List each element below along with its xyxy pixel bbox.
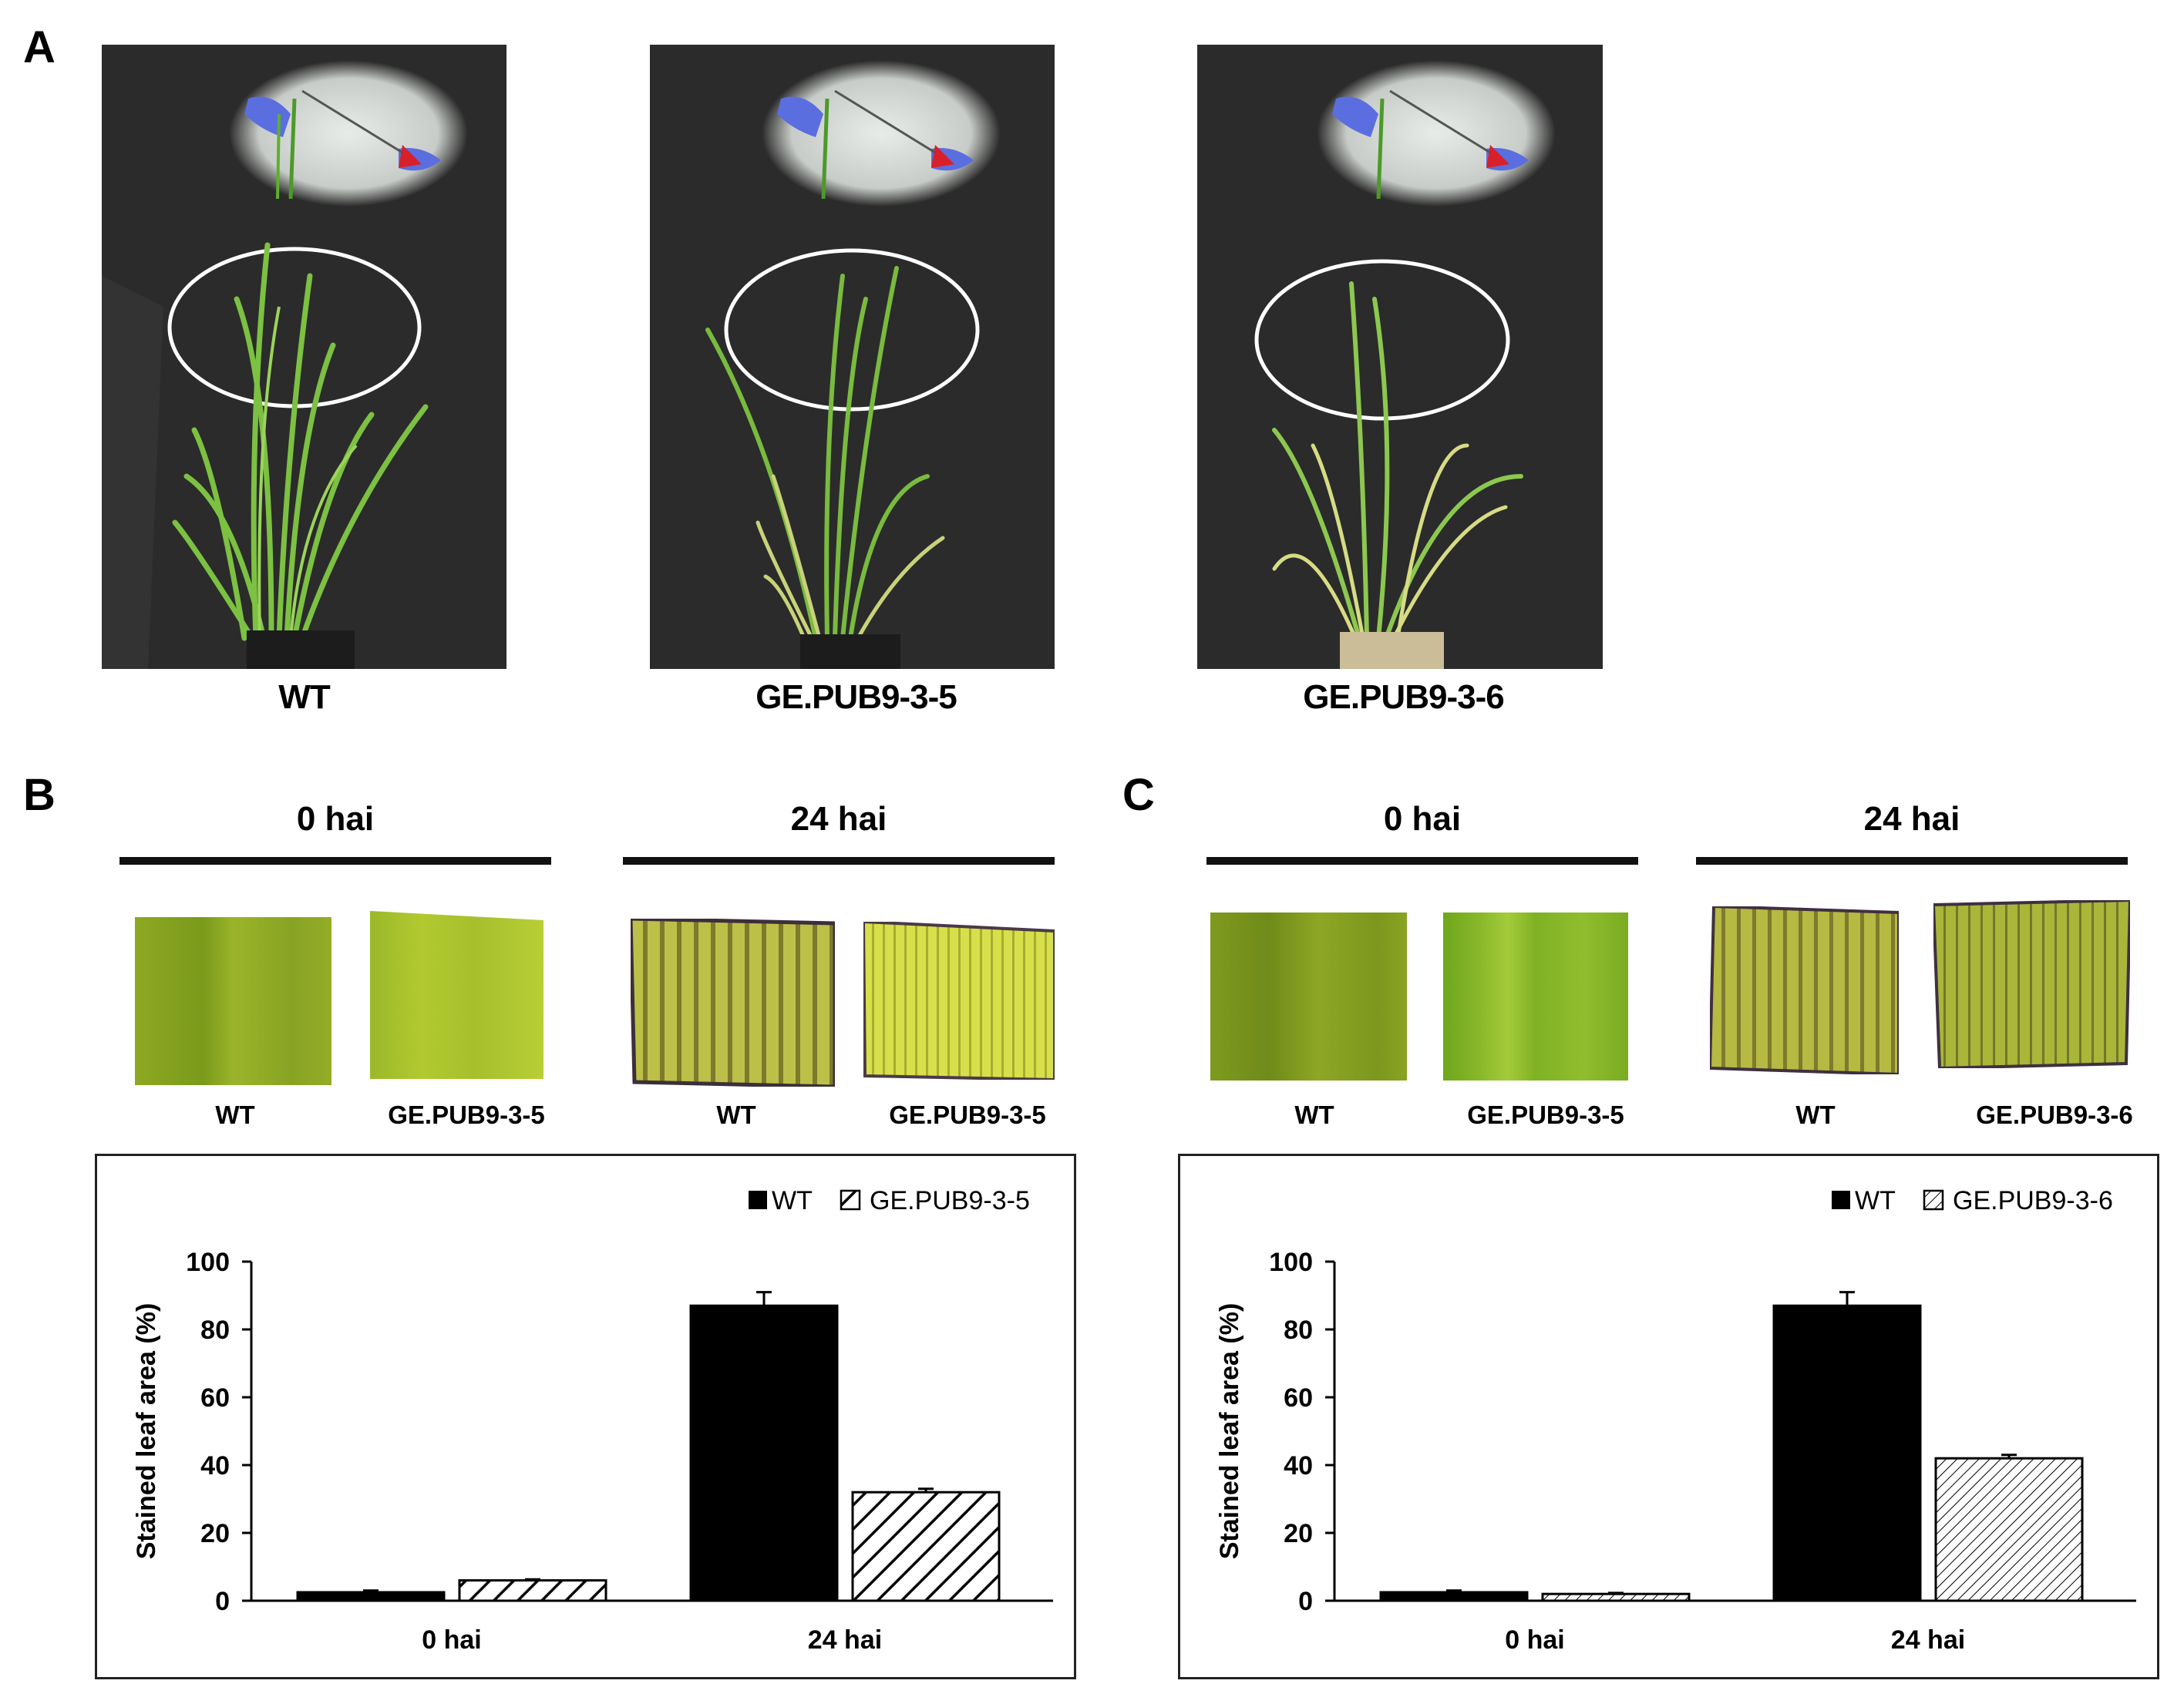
leaf-image-b-ge-0hai [370, 911, 543, 1079]
leaf-label-b-wt-0hai: WT [215, 1101, 255, 1129]
bar-GE.PUB9-3-5-0 hai [458, 1579, 607, 1602]
y-tick-label: 0 [1298, 1587, 1313, 1616]
y-tick-label: 0 [215, 1587, 230, 1616]
y-tick-label: 100 [1269, 1248, 1313, 1277]
y-axis-title: Stained leaf area (%) [1215, 1303, 1244, 1560]
leaf-label-b-wt-24hai: WT [716, 1101, 756, 1129]
legend-swatch-GE.PUB9-3-5 [840, 1189, 861, 1211]
plant-photo-wt [102, 45, 506, 669]
bar-GE.PUB9-3-5-24 hai [851, 1491, 1001, 1602]
panel-b-time-label-24hai: 24 hai [790, 800, 887, 838]
legend-swatch-WT [749, 1191, 767, 1209]
y-tick-label: 100 [186, 1248, 230, 1277]
leaf-image-b-wt-24hai [631, 919, 835, 1087]
bar-WT-0 hai [1379, 1591, 1529, 1602]
panel-c-rule-0hai [1206, 857, 1638, 865]
y-tick-label: 40 [200, 1451, 230, 1480]
x-tick-label: 24 hai [808, 1625, 882, 1655]
plant-photo-ge-pub9-3-6 [1197, 45, 1603, 669]
bar-WT-0 hai [296, 1591, 446, 1602]
bar-WT-24 hai [1772, 1304, 1922, 1602]
leaf-label-c-wt-24hai: WT [1795, 1101, 1836, 1129]
y-tick-label: 80 [1284, 1316, 1313, 1345]
genotype-label-wt: WT [278, 678, 330, 716]
bar-WT-24 hai [689, 1304, 839, 1602]
y-tick-label: 60 [200, 1383, 230, 1413]
legend-label-GE.PUB9-3-6: GE.PUB9-3-6 [1953, 1186, 2113, 1215]
panel-c-letter: C [1122, 770, 1155, 820]
panel-c-time-label-0hai: 0 hai [1383, 800, 1462, 838]
legend-label-WT: WT [772, 1186, 813, 1215]
legend-label-GE.PUB9-3-5: GE.PUB9-3-5 [870, 1186, 1030, 1215]
genotype-label-ge-pub9-3-5: GE.PUB9-3-5 [755, 678, 957, 716]
legend-swatch-GE.PUB9-3-6 [1923, 1189, 1944, 1211]
bar-chart-b: 0 20 40 60 80 100 Stained leaf area (%) 0 hai 24… [95, 1154, 1076, 1679]
leaf-image-c-ge-0hai [1443, 912, 1628, 1081]
panel-b-time-label-0hai: 0 hai [296, 800, 375, 838]
leaf-label-c-ge-24hai: GE.PUB9-3-6 [1976, 1101, 2133, 1129]
leaf-label-b-ge-24hai: GE.PUB9-3-5 [889, 1101, 1046, 1129]
bar-chart-c-svg: 0 20 40 60 80 100 Stained leaf area (%) 0 hai 24… [1215, 1186, 2136, 1655]
leaf-label-c-wt-0hai: WT [1294, 1101, 1334, 1129]
legend-label-WT: WT [1855, 1186, 1896, 1215]
y-tick-label: 40 [1284, 1451, 1313, 1480]
panel-a-letter: A [23, 22, 56, 72]
leaf-image-c-wt-24hai [1710, 906, 1899, 1074]
panel-c-rule-24hai [1696, 857, 2128, 865]
y-tick-label: 20 [200, 1519, 230, 1548]
bar-GE.PUB9-3-6-0 hai [1541, 1592, 1691, 1602]
panel-c-time-label-24hai: 24 hai [1863, 800, 1960, 838]
leaf-image-c-ge-24hai [1933, 900, 2130, 1068]
panel-b-letter: B [23, 770, 56, 820]
x-tick-label: 24 hai [1891, 1625, 1965, 1655]
bar-chart-c: 0 20 40 60 80 100 Stained leaf area (%) 0 hai 24… [1178, 1154, 2159, 1679]
plant-photo-ge-pub9-3-5 [650, 45, 1055, 669]
panel-b-rule-0hai [119, 857, 551, 865]
x-tick-label: 0 hai [422, 1625, 481, 1655]
leaf-label-c-ge-0hai: GE.PUB9-3-5 [1467, 1101, 1624, 1129]
y-tick-label: 20 [1284, 1519, 1313, 1548]
panel-b-rule-24hai [623, 857, 1055, 865]
x-tick-label: 0 hai [1505, 1625, 1564, 1655]
bar-chart-b-svg: 0 20 40 60 80 100 Stained leaf area (%) 0 hai 24… [132, 1186, 1053, 1655]
bar-GE.PUB9-3-6-24 hai [1934, 1457, 2084, 1602]
leaf-image-b-wt-0hai [135, 917, 331, 1085]
leaf-image-c-wt-0hai [1210, 912, 1407, 1081]
leaf-image-b-ge-24hai [863, 922, 1055, 1080]
y-tick-label: 80 [200, 1316, 230, 1345]
y-tick-label: 60 [1284, 1383, 1313, 1413]
leaf-label-b-ge-0hai: GE.PUB9-3-5 [388, 1101, 545, 1129]
genotype-label-ge-pub9-3-6: GE.PUB9-3-6 [1303, 678, 1504, 716]
legend-swatch-WT [1832, 1191, 1850, 1209]
y-axis-title: Stained leaf area (%) [132, 1303, 161, 1560]
